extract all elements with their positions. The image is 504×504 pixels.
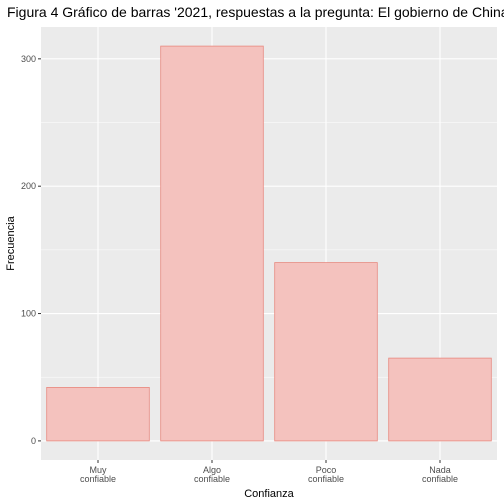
bar — [46, 387, 150, 442]
x-axis-title: Confianza — [244, 488, 294, 500]
x-axis: Muy confiable Algo confiable Poco confiable Na… — [80, 460, 458, 484]
x-tick-label: Algo confiable — [194, 465, 230, 484]
x-tick-label: Poco confiable — [308, 465, 344, 484]
x-tick-label: Muy confiable — [80, 465, 116, 484]
bar — [388, 357, 492, 442]
x-tick-label: Nada confiable — [422, 465, 458, 484]
y-tick-label: 200 — [21, 181, 36, 191]
y-tick-label: 300 — [21, 54, 36, 64]
bar — [160, 45, 264, 442]
y-tick-label: 0 — [31, 436, 36, 446]
chart-title: Figura 4 Gráfico de barras '2021, respue… — [7, 4, 504, 20]
bar — [274, 262, 378, 442]
y-tick-label: 100 — [21, 309, 36, 319]
bars — [46, 45, 492, 442]
y-axis: 0 100 200 300 — [21, 54, 41, 446]
y-axis-title: Frecuencia — [5, 215, 17, 270]
